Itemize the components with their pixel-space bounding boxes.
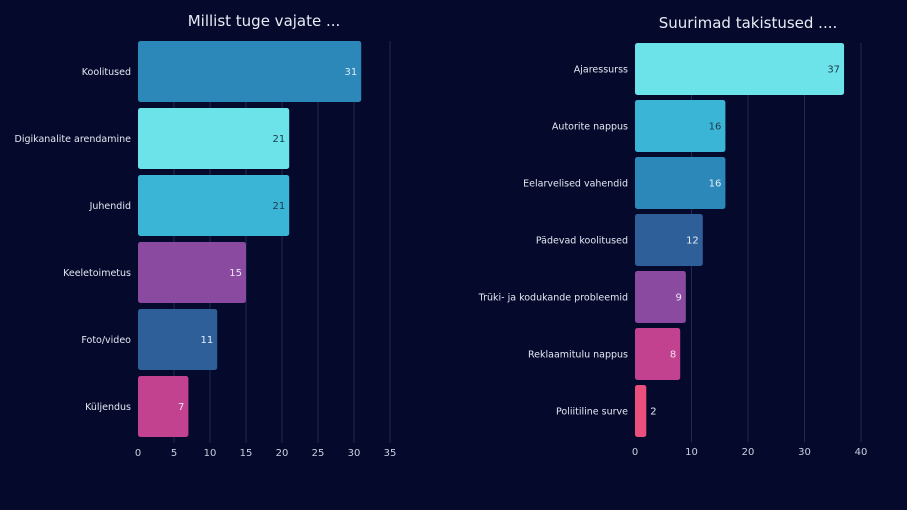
- value-label: 11: [200, 335, 213, 346]
- bar: [635, 100, 726, 152]
- value-labels: 31 21 21 15 11 7: [178, 67, 357, 413]
- x-tick-label: 20: [742, 447, 755, 458]
- x-tick-label: 35: [384, 448, 397, 459]
- value-label: 21: [272, 201, 285, 212]
- category-labels: Ajaressurss Autorite nappus Eelarvelised v…: [478, 65, 628, 418]
- chart-title: Suurimad takistused ....: [659, 14, 838, 32]
- bar: [635, 271, 686, 323]
- category-label: Küljendus: [85, 402, 131, 413]
- value-label: 2: [650, 407, 656, 418]
- category-label: Pädevad koolitused: [536, 236, 628, 247]
- x-tick-label: 0: [632, 447, 638, 458]
- bar: [138, 175, 290, 236]
- x-axis-ticks: 0 10 20 30 40: [632, 447, 868, 458]
- category-label: Reklaamitulu nappus: [528, 350, 628, 361]
- category-label: Autorite nappus: [552, 122, 628, 133]
- x-tick-label: 30: [798, 447, 811, 458]
- category-label: Trüki- ja kodukande probleemid: [478, 293, 628, 304]
- x-tick-label: 30: [348, 448, 361, 459]
- category-label: Poliitiline surve: [556, 407, 628, 418]
- category-label: Eelarvelised vahendid: [523, 179, 628, 190]
- x-tick-label: 20: [276, 448, 289, 459]
- x-tick-label: 25: [312, 448, 325, 459]
- x-axis-ticks: 0 5 10 15 20 25 30 35: [135, 448, 397, 459]
- bar: [138, 309, 218, 370]
- chart-title: Millist tuge vajate ...: [188, 12, 341, 30]
- x-tick-label: 5: [171, 448, 177, 459]
- bar: [635, 157, 726, 209]
- x-tick-label: 10: [685, 447, 698, 458]
- category-label: Juhendid: [89, 201, 131, 212]
- x-tick-label: 10: [204, 448, 217, 459]
- x-tick-label: 15: [240, 448, 253, 459]
- bar: [138, 242, 246, 303]
- value-label: 7: [178, 402, 184, 413]
- category-label: Ajaressurss: [574, 65, 628, 76]
- value-label: 31: [344, 67, 357, 78]
- bar: [635, 385, 647, 437]
- category-label: Koolitused: [82, 67, 131, 78]
- value-label: 37: [827, 65, 840, 76]
- value-label: 15: [229, 268, 242, 279]
- chart-support-needed: Millist tuge vajate ... Koolitused Digika…: [15, 12, 397, 459]
- bar: [635, 43, 845, 95]
- bar: [635, 214, 703, 266]
- category-labels: Koolitused Digikanalite arendamine Juhendi…: [15, 67, 132, 413]
- category-label: Digikanalite arendamine: [15, 134, 132, 145]
- value-label: 16: [709, 179, 722, 190]
- x-tick-label: 40: [855, 447, 868, 458]
- value-label: 12: [686, 236, 699, 247]
- bar: [138, 41, 362, 102]
- value-label: 21: [272, 134, 285, 145]
- bars: [635, 43, 845, 437]
- value-label: 8: [670, 350, 676, 361]
- bars: [138, 41, 362, 437]
- category-label: Foto/video: [81, 335, 131, 346]
- chart-biggest-obstacles: Suurimad takistused .... Ajaressurss Auto…: [478, 14, 868, 458]
- bar: [138, 376, 189, 437]
- value-labels: 37 16 16 12 9 8 2: [650, 65, 840, 418]
- bar: [635, 328, 681, 380]
- category-label: Keeletoimetus: [63, 268, 131, 279]
- value-label: 16: [709, 122, 722, 133]
- value-label: 9: [675, 293, 681, 304]
- x-tick-label: 0: [135, 448, 141, 459]
- bar: [138, 108, 290, 169]
